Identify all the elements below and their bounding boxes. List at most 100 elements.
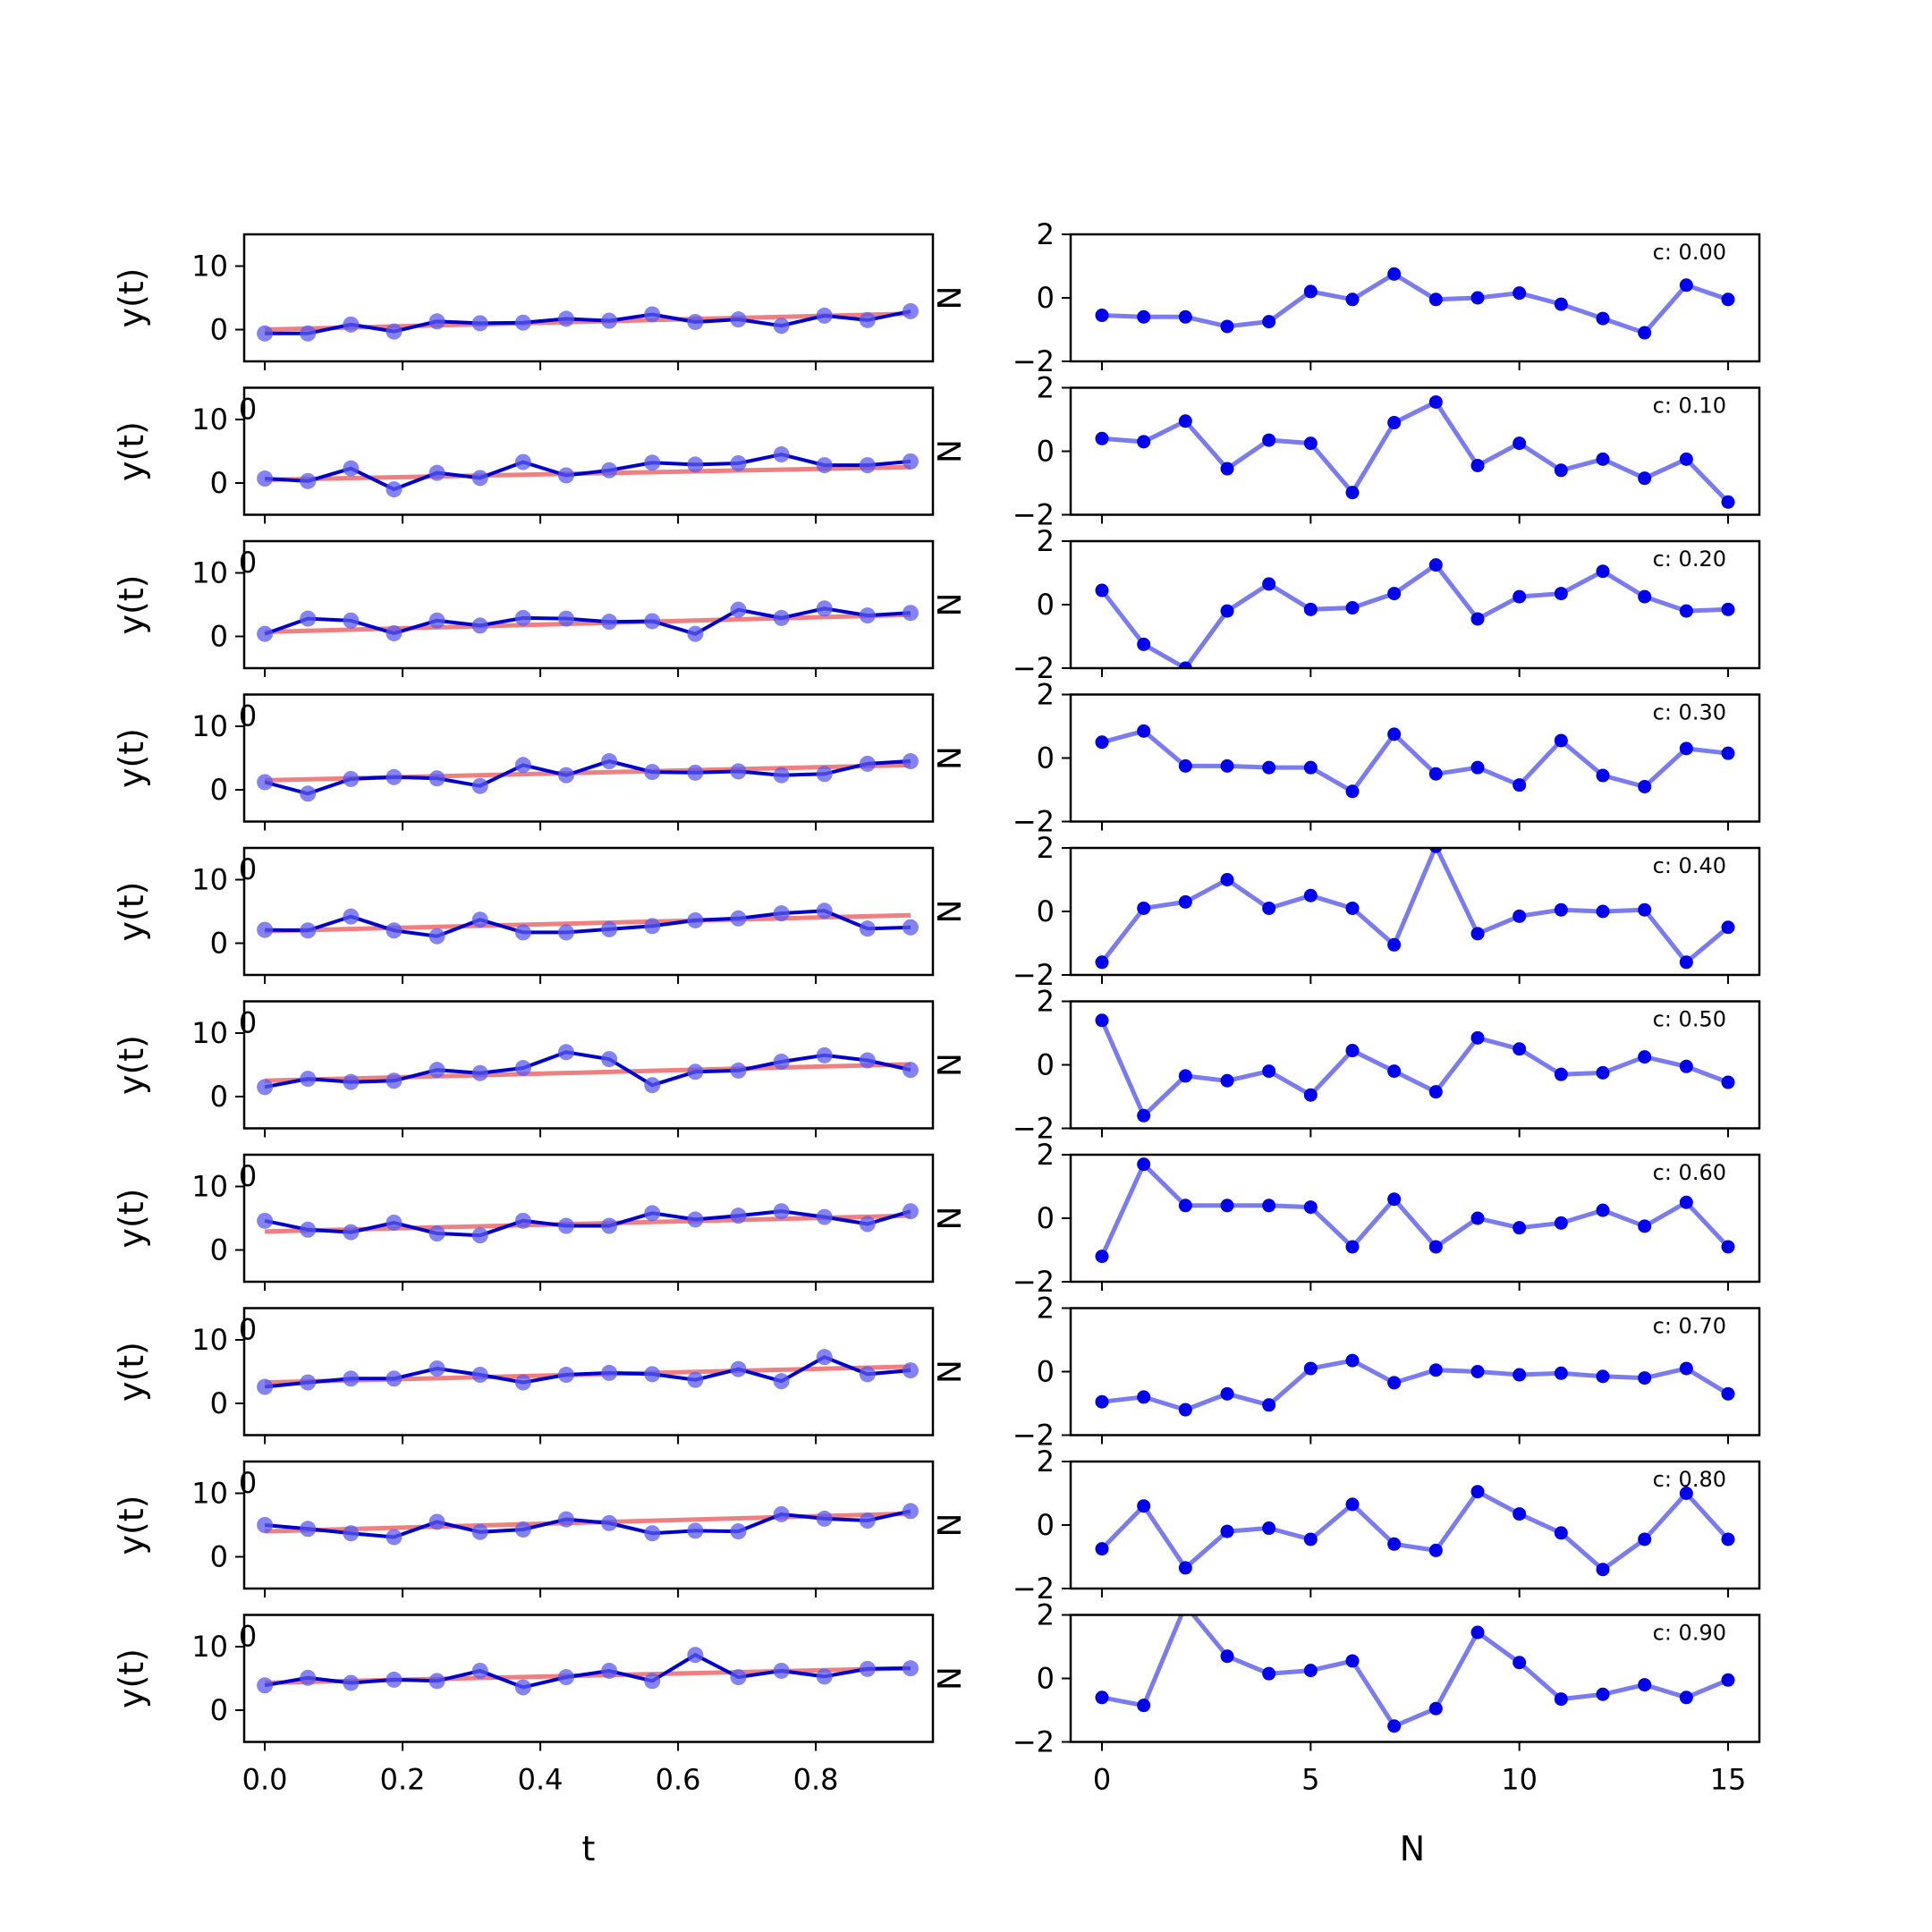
noise-point: [1679, 1690, 1693, 1705]
y-axis-label: y(t): [112, 267, 151, 327]
noise-point: [1428, 1543, 1443, 1557]
data-point: [471, 617, 488, 634]
noise-point: [1178, 1069, 1192, 1083]
data-point: [300, 922, 317, 939]
y-tick-label: 2: [1037, 985, 1055, 1019]
data-point: [773, 1662, 790, 1679]
y-tick-label: 0: [1037, 1355, 1055, 1389]
y-tick-label: 2: [1037, 1598, 1055, 1632]
y-tick-label: −2: [1013, 958, 1055, 992]
data-point: [557, 1669, 574, 1686]
data-point: [386, 323, 402, 340]
data-line: [265, 309, 911, 335]
noise-line: [1100, 562, 1729, 668]
y-axis-label: y(t): [112, 728, 151, 788]
noise-point: [1387, 1537, 1402, 1551]
noise-point: [1262, 1199, 1276, 1213]
data-point: [514, 1679, 531, 1696]
y-tick-label: 0: [1037, 894, 1055, 928]
data-point: [386, 1214, 402, 1231]
data-point: [300, 785, 317, 802]
data-point: [471, 470, 488, 487]
noise-point: [1137, 637, 1151, 651]
noise-point: [1137, 724, 1151, 738]
data-point: [730, 1062, 747, 1079]
y-tick-label: 10: [191, 402, 228, 436]
y-tick-label: 0: [1037, 281, 1055, 315]
left-axes-frame: [242, 539, 935, 670]
noise-point: [1428, 394, 1443, 409]
data-point: [557, 1511, 574, 1528]
data-line: [264, 1509, 911, 1539]
noise-point: [1679, 278, 1693, 292]
data-point: [514, 1060, 531, 1077]
overlap-tick-label: 0: [239, 1159, 257, 1193]
right-panel: −2 0 2 c: 0.70: [1013, 1292, 1761, 1453]
data-point: [343, 1370, 360, 1387]
noise-point: [1638, 1219, 1652, 1233]
data-point: [644, 1205, 661, 1222]
right-axes-frame: [1069, 1153, 1761, 1284]
data-point: [816, 307, 833, 324]
left-panel: 0 10 y(t) N: [112, 233, 969, 370]
noise-point: [1178, 661, 1192, 668]
data-point: [514, 453, 531, 470]
data-point: [428, 1513, 445, 1530]
overlap-tick-label: 0: [239, 699, 257, 733]
data-point: [557, 1217, 574, 1234]
noise-point: [1095, 431, 1109, 445]
c-annotation: c: 0.20: [1653, 547, 1726, 572]
data-point: [300, 1071, 317, 1088]
noise-point: [1262, 1666, 1276, 1681]
noise-point: [1470, 291, 1485, 305]
left-panel: 0 0 10 y(t) N: [112, 1000, 969, 1138]
noise-point: [1638, 1050, 1652, 1064]
right-axes-frame: [1069, 1000, 1761, 1130]
noise-point: [1387, 416, 1402, 430]
noise-point: [1470, 760, 1485, 775]
data-point: [557, 1367, 574, 1384]
noise-point: [1429, 848, 1443, 853]
y-tick-label: 0: [210, 927, 228, 961]
left-panel: 0 0 10 0.0 0.2 0.4 0.6 0.8 y(t) N: [112, 1614, 969, 1797]
data-point: [428, 313, 445, 330]
data-point: [257, 470, 274, 487]
x-tick-label: 0.8: [793, 1763, 839, 1797]
noise-line: [1101, 271, 1729, 336]
noise-point: [1470, 1030, 1485, 1045]
right-axes-frame: [1069, 233, 1761, 363]
data-point: [687, 1063, 704, 1080]
data-point: [773, 767, 790, 784]
y-axis-label: y(t): [112, 1495, 151, 1555]
noise-point: [1095, 955, 1109, 970]
y-tick-label: 0: [1037, 1662, 1055, 1696]
data-point: [773, 1053, 790, 1070]
overlap-tick-label: 0: [239, 1006, 257, 1040]
noise-series: [1095, 558, 1735, 668]
noise-point: [1721, 495, 1735, 509]
right-x-axis-label: N: [1400, 1829, 1425, 1868]
data-point: [343, 908, 360, 925]
noise-point: [1095, 1690, 1109, 1705]
right-y-axis-label: N: [932, 1053, 969, 1077]
data-point: [514, 757, 531, 774]
noise-point: [1387, 1376, 1402, 1390]
data-point: [773, 1373, 790, 1390]
trend-line: [265, 912, 911, 934]
noise-point: [1428, 767, 1443, 781]
noise-point: [1428, 292, 1443, 307]
y-tick-label: 10: [191, 250, 228, 284]
c-annotation: c: 0.80: [1653, 1467, 1726, 1492]
y-tick-label: 0: [210, 1386, 228, 1420]
y-tick-label: 2: [1037, 1445, 1055, 1479]
row-6: 0 0 10 y(t) N −2 0 2 c: 0.60: [112, 1138, 1761, 1299]
data-point: [773, 905, 790, 922]
right-axes-frame: [1069, 539, 1761, 670]
data-point: [859, 1366, 876, 1383]
left-x-axis-label: t: [582, 1829, 596, 1868]
noise-point: [1387, 587, 1402, 601]
y-tick-label: 10: [191, 1477, 228, 1511]
y-tick-label: 10: [191, 1630, 228, 1664]
noise-point: [1428, 1240, 1443, 1254]
data-point: [730, 454, 747, 471]
